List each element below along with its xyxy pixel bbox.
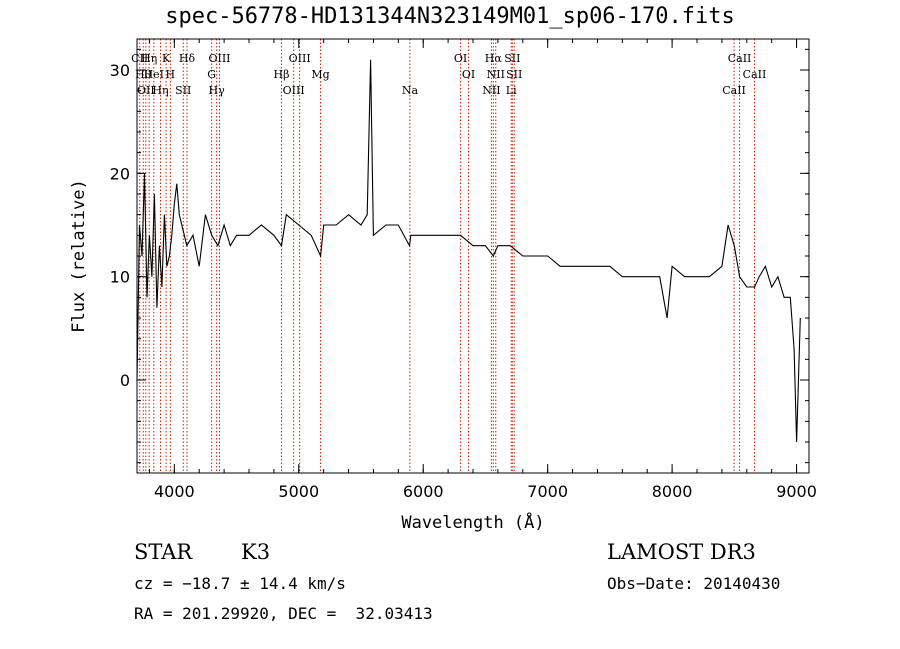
chart-title: spec-56778-HD131344N323149M01_sp06-170.f… bbox=[165, 4, 735, 29]
line-label: G bbox=[207, 68, 216, 81]
line-label: Na bbox=[402, 84, 419, 97]
line-label: OI bbox=[462, 68, 475, 81]
axis-ticks: 4000 5000 6000 7000 8000 9000 0 10 20 30 bbox=[110, 39, 817, 501]
x-tick-label: 8000 bbox=[652, 482, 693, 501]
coordinates-text: RA = 201.29920, DEC = 32.03413 bbox=[134, 604, 433, 623]
line-label: CII bbox=[131, 52, 148, 65]
spectrum-line bbox=[136, 59, 801, 443]
object-class: STAR bbox=[134, 540, 193, 564]
line-labels: CIIHθOIIHηHeIHηKHSIIHδGHγOIIIHβOIIIOIIIM… bbox=[131, 52, 766, 97]
y-axis-label: Flux (relative) bbox=[69, 179, 89, 333]
y-tick-label: 20 bbox=[110, 164, 130, 183]
line-label: OII bbox=[137, 84, 155, 97]
spectrum-series bbox=[136, 59, 801, 443]
y-tick-label: 30 bbox=[110, 61, 130, 80]
line-label: OIII bbox=[289, 52, 311, 65]
line-label: OIII bbox=[283, 84, 305, 97]
object-subclass: K3 bbox=[241, 540, 271, 564]
line-label: CaII bbox=[722, 84, 746, 97]
x-tick-label: 9000 bbox=[776, 482, 817, 501]
y-tick-label: 0 bbox=[120, 371, 130, 390]
line-label: NII bbox=[487, 68, 505, 81]
redshift-text: cz = −18.7 ± 14.4 km/s bbox=[134, 574, 346, 593]
x-tick-label: 6000 bbox=[403, 482, 444, 501]
line-label: Hβ bbox=[274, 68, 290, 81]
line-label: OI bbox=[454, 52, 467, 65]
line-label: Hδ bbox=[179, 52, 196, 65]
y-tick-label: 10 bbox=[110, 268, 130, 287]
plot-frame bbox=[136, 38, 810, 474]
line-label: HeI bbox=[144, 68, 164, 81]
survey-name: LAMOST DR3 bbox=[607, 540, 756, 564]
line-label: NII bbox=[482, 84, 500, 97]
line-label: Mg bbox=[311, 68, 329, 81]
observation-date: Obs−Date: 20140430 bbox=[607, 574, 781, 593]
x-tick-label: 7000 bbox=[527, 482, 568, 501]
line-label: Hα bbox=[485, 52, 503, 65]
line-label: CaII bbox=[743, 68, 767, 81]
x-tick-label: 4000 bbox=[154, 482, 195, 501]
line-label: Hγ bbox=[209, 84, 226, 97]
x-tick-label: 5000 bbox=[278, 482, 319, 501]
line-label: Hθ bbox=[135, 68, 152, 81]
line-label: K bbox=[162, 52, 171, 65]
x-axis-label: Wavelength (Å) bbox=[401, 511, 544, 533]
line-label: H bbox=[166, 68, 176, 81]
line-label: SII bbox=[175, 84, 191, 97]
line-label: OIII bbox=[208, 52, 230, 65]
line-label: Hη bbox=[141, 52, 157, 65]
line-label: Hη bbox=[152, 84, 168, 97]
line-label: Li bbox=[506, 84, 517, 97]
line-label: SII bbox=[504, 52, 520, 65]
line-label: SII bbox=[506, 68, 522, 81]
line-markers bbox=[139, 39, 755, 473]
line-label: CaII bbox=[728, 52, 752, 65]
